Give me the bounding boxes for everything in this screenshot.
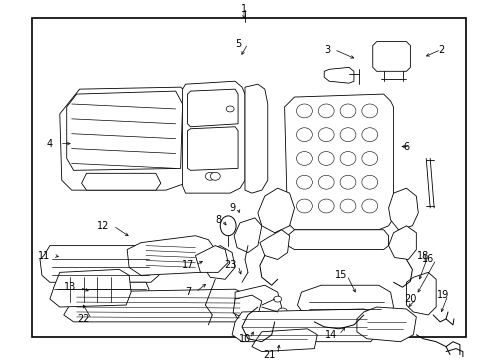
Ellipse shape <box>325 324 341 334</box>
Ellipse shape <box>339 104 355 118</box>
Ellipse shape <box>210 172 220 180</box>
Polygon shape <box>187 89 238 127</box>
Ellipse shape <box>318 199 333 213</box>
Ellipse shape <box>296 104 312 118</box>
Text: 22: 22 <box>77 314 90 324</box>
Ellipse shape <box>361 128 377 141</box>
Polygon shape <box>284 94 393 230</box>
Polygon shape <box>297 285 393 322</box>
Polygon shape <box>234 218 261 253</box>
Polygon shape <box>350 292 376 319</box>
Text: 9: 9 <box>228 203 235 213</box>
Polygon shape <box>235 285 281 322</box>
Text: 5: 5 <box>234 39 241 49</box>
Polygon shape <box>63 289 251 322</box>
Text: 1: 1 <box>241 4 246 14</box>
Ellipse shape <box>277 308 287 316</box>
Ellipse shape <box>220 216 236 236</box>
Ellipse shape <box>273 296 281 302</box>
Ellipse shape <box>296 152 312 165</box>
Text: 15: 15 <box>334 270 346 280</box>
Text: 13: 13 <box>63 282 76 292</box>
Text: 16: 16 <box>421 255 433 265</box>
Polygon shape <box>127 236 215 275</box>
Polygon shape <box>54 282 149 299</box>
Polygon shape <box>356 307 415 342</box>
Ellipse shape <box>361 152 377 165</box>
Polygon shape <box>195 246 228 273</box>
Polygon shape <box>287 230 388 249</box>
Polygon shape <box>60 87 195 190</box>
Ellipse shape <box>318 104 333 118</box>
Bar <box>32 18 465 337</box>
Ellipse shape <box>339 152 355 165</box>
Polygon shape <box>372 42 409 71</box>
Polygon shape <box>187 127 238 170</box>
Ellipse shape <box>318 128 333 141</box>
Polygon shape <box>388 188 417 230</box>
Text: 8: 8 <box>215 215 221 225</box>
Polygon shape <box>257 188 294 233</box>
Ellipse shape <box>339 128 355 141</box>
Polygon shape <box>40 246 163 282</box>
Ellipse shape <box>346 324 361 334</box>
Polygon shape <box>324 67 353 83</box>
Text: 21: 21 <box>263 350 275 360</box>
Polygon shape <box>388 226 415 260</box>
Text: 19: 19 <box>436 290 448 300</box>
Ellipse shape <box>296 128 312 141</box>
Text: 7: 7 <box>185 287 191 297</box>
Ellipse shape <box>361 104 377 118</box>
Ellipse shape <box>296 175 312 189</box>
Text: 12: 12 <box>97 221 109 231</box>
Text: 3: 3 <box>324 45 329 54</box>
Text: 18: 18 <box>416 251 428 261</box>
Ellipse shape <box>361 199 377 213</box>
Ellipse shape <box>205 172 215 180</box>
Text: 4: 4 <box>47 139 53 149</box>
Polygon shape <box>81 173 161 190</box>
Text: 23: 23 <box>224 260 236 270</box>
Polygon shape <box>182 81 244 193</box>
Polygon shape <box>259 230 289 260</box>
Polygon shape <box>50 269 131 307</box>
Ellipse shape <box>226 106 234 112</box>
Polygon shape <box>251 329 317 352</box>
Text: 11: 11 <box>38 251 50 261</box>
Polygon shape <box>406 273 435 315</box>
Text: 14: 14 <box>325 330 337 340</box>
Ellipse shape <box>361 175 377 189</box>
Ellipse shape <box>318 175 333 189</box>
Polygon shape <box>232 309 378 342</box>
Text: 2: 2 <box>437 45 443 54</box>
Ellipse shape <box>339 175 355 189</box>
Polygon shape <box>233 295 261 319</box>
Ellipse shape <box>339 199 355 213</box>
Ellipse shape <box>318 152 333 165</box>
Text: 20: 20 <box>404 294 416 304</box>
Text: 10: 10 <box>238 334 251 344</box>
Polygon shape <box>244 84 267 193</box>
Polygon shape <box>202 246 235 279</box>
Polygon shape <box>66 91 182 170</box>
Text: 6: 6 <box>403 141 408 152</box>
Ellipse shape <box>296 199 312 213</box>
Text: 17: 17 <box>182 260 194 270</box>
